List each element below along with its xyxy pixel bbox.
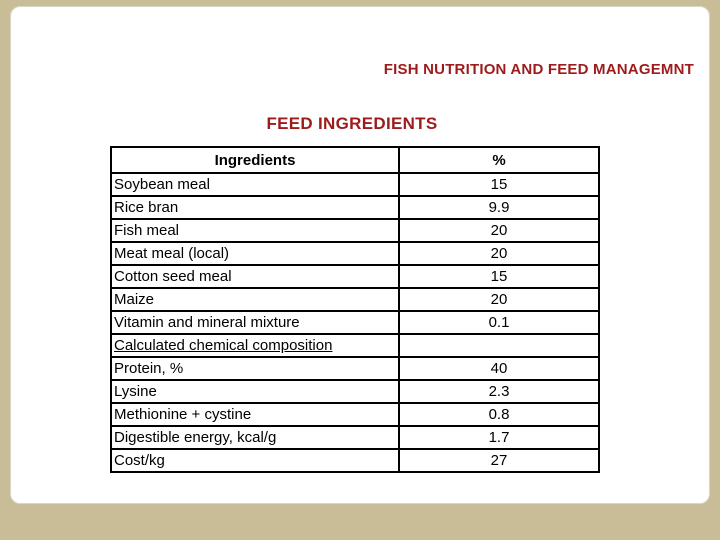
ingredients-table: Ingredients % Soybean meal 15 Rice bran 9.9… xyxy=(110,146,600,473)
table-body: Soybean meal 15 Rice bran 9.9 Fish meal 20 Mea… xyxy=(110,172,600,473)
ingredient-value: 0.1 xyxy=(398,310,600,335)
table-header: Ingredients % xyxy=(110,146,600,174)
ingredient-label: Soybean meal xyxy=(110,172,400,197)
table-row: Soybean meal 15 xyxy=(110,172,600,197)
ingredient-value: 20 xyxy=(398,218,600,243)
table-row: Methionine + cystine 0.8 xyxy=(110,402,600,427)
table-row: Vitamin and mineral mixture 0.1 xyxy=(110,310,600,335)
page-title: FISH NUTRITION AND FEED MANAGEMNT xyxy=(383,61,694,78)
table-row: Meat meal (local) 20 xyxy=(110,241,600,266)
ingredient-value: 0.8 xyxy=(398,402,600,427)
ingredient-label: Calculated chemical composition xyxy=(110,333,400,358)
table-row: Digestible energy, kcal/g 1.7 xyxy=(110,425,600,450)
ingredient-label: Rice bran xyxy=(110,195,400,220)
ingredient-label: Cost/kg xyxy=(110,448,400,473)
ingredient-value: 20 xyxy=(398,287,600,312)
table-row: Calculated chemical composition xyxy=(110,333,600,358)
ingredient-value: 2.3 xyxy=(398,379,600,404)
ingredient-value xyxy=(398,333,600,358)
ingredient-value: 9.9 xyxy=(398,195,600,220)
ingredient-label: Maize xyxy=(110,287,400,312)
ingredient-label: Digestible energy, kcal/g xyxy=(110,425,400,450)
table-row: Cotton seed meal 15 xyxy=(110,264,600,289)
ingredient-label: Methionine + cystine xyxy=(110,402,400,427)
ingredient-value: 27 xyxy=(398,448,600,473)
ingredient-value: 15 xyxy=(398,172,600,197)
table-row: Protein, % 40 xyxy=(110,356,600,381)
ingredient-label: Protein, % xyxy=(110,356,400,381)
table-row: Cost/kg 27 xyxy=(110,448,600,473)
slide-area: FISH NUTRITION AND FEED MANAGEMNT FEED I… xyxy=(10,6,710,504)
ingredient-value: 15 xyxy=(398,264,600,289)
section-heading: FEED INGREDIENTS xyxy=(266,114,438,133)
table-row: Fish meal 20 xyxy=(110,218,600,243)
table-row: Lysine 2.3 xyxy=(110,379,600,404)
ingredient-value: 20 xyxy=(398,241,600,266)
table-row: Maize 20 xyxy=(110,287,600,312)
column-header-percent: % xyxy=(398,146,600,174)
ingredient-label: Meat meal (local) xyxy=(110,241,400,266)
ingredient-label: Lysine xyxy=(110,379,400,404)
table-header-row: Ingredients % xyxy=(110,146,600,174)
ingredient-label: Fish meal xyxy=(110,218,400,243)
ingredient-value: 1.7 xyxy=(398,425,600,450)
table-row: Rice bran 9.9 xyxy=(110,195,600,220)
column-header-ingredients: Ingredients xyxy=(110,146,400,174)
ingredient-label: Cotton seed meal xyxy=(110,264,400,289)
ingredient-label: Vitamin and mineral mixture xyxy=(110,310,400,335)
ingredient-value: 40 xyxy=(398,356,600,381)
